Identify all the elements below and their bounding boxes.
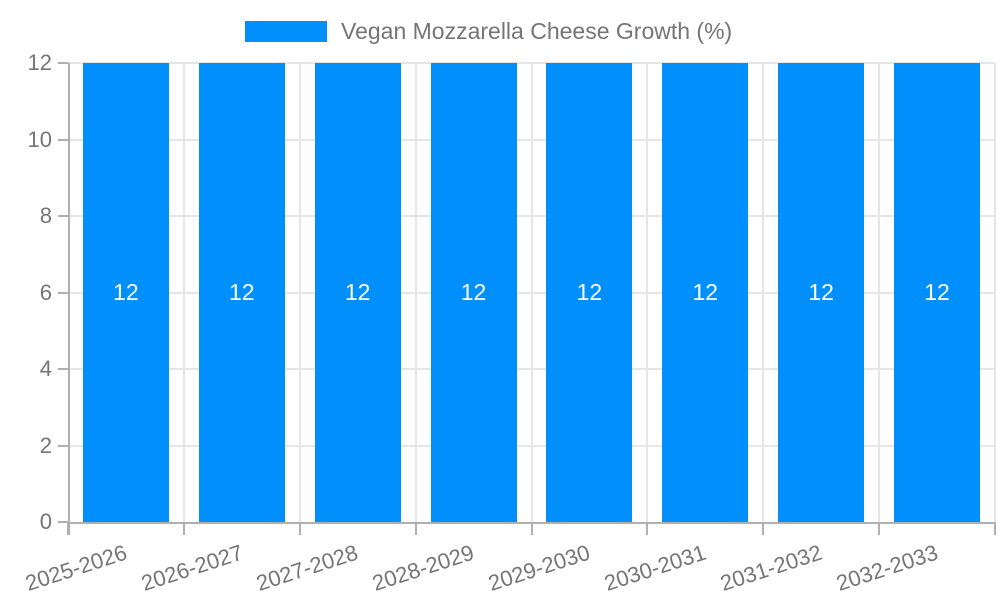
bar[interactable]: 12 (546, 63, 633, 522)
x-tick (762, 522, 765, 535)
gridline-vertical (878, 63, 881, 522)
bar[interactable]: 12 (894, 63, 981, 522)
gridline-vertical (762, 63, 765, 522)
bar-value-label: 12 (344, 279, 371, 305)
y-tick (58, 62, 68, 64)
gridline-vertical (298, 63, 301, 522)
x-tick-label: 2029-2030 (485, 539, 594, 596)
legend[interactable]: Vegan Mozzarella Cheese Growth (%) (245, 17, 732, 45)
gridline-vertical (182, 63, 185, 522)
bar-value-label: 12 (113, 279, 139, 305)
legend-swatch-icon (245, 20, 327, 42)
x-tick-label: 2025-2026 (21, 539, 130, 596)
x-tick (414, 522, 417, 535)
y-tick (58, 444, 68, 447)
y-tick (58, 138, 68, 141)
x-tick-label: 2032-2033 (832, 539, 941, 596)
x-tick-label: 2026-2027 (137, 539, 246, 596)
bar-value-label: 12 (692, 279, 719, 305)
bar-value-label: 12 (808, 279, 834, 305)
gridline-vertical (994, 63, 996, 522)
x-tick (530, 522, 533, 535)
y-tick (58, 521, 68, 523)
bar[interactable]: 12 (314, 63, 401, 522)
bar-value-label: 12 (924, 279, 950, 305)
bar-value-label: 12 (460, 279, 487, 305)
x-tick-label: 2030-2031 (601, 539, 710, 596)
bar-value-label: 12 (576, 279, 603, 305)
bar[interactable]: 12 (430, 63, 517, 522)
bar-value-label: 12 (229, 279, 255, 305)
y-tick-label: 4 (39, 356, 52, 381)
y-tick-label: 2 (39, 432, 52, 458)
bar[interactable]: 12 (82, 63, 169, 522)
gridline-vertical (530, 63, 533, 522)
y-tick-label: 0 (39, 509, 52, 534)
x-tick (182, 522, 185, 535)
y-tick-label: 6 (39, 279, 52, 305)
y-tick (58, 368, 68, 370)
x-tick-label: 2028-2029 (369, 539, 478, 596)
bar[interactable]: 12 (778, 63, 865, 522)
x-tick (67, 522, 69, 535)
x-tick-label: 2027-2028 (253, 539, 362, 596)
y-tick (58, 291, 68, 294)
x-tick (298, 522, 301, 535)
x-tick (646, 522, 649, 535)
bar[interactable]: 12 (662, 63, 749, 522)
y-axis-line (68, 63, 70, 535)
x-tick (994, 522, 996, 535)
gridline-vertical (414, 63, 417, 522)
x-tick-label: 2031-2032 (717, 539, 825, 596)
gridline-vertical (646, 63, 649, 522)
bar[interactable]: 12 (198, 63, 285, 522)
y-tick-label: 12 (27, 50, 52, 75)
y-tick-label: 8 (39, 203, 52, 228)
y-tick-label: 10 (27, 126, 52, 152)
x-tick (878, 522, 881, 535)
legend-label: Vegan Mozzarella Cheese Growth (%) (341, 17, 733, 44)
y-tick (58, 215, 68, 217)
